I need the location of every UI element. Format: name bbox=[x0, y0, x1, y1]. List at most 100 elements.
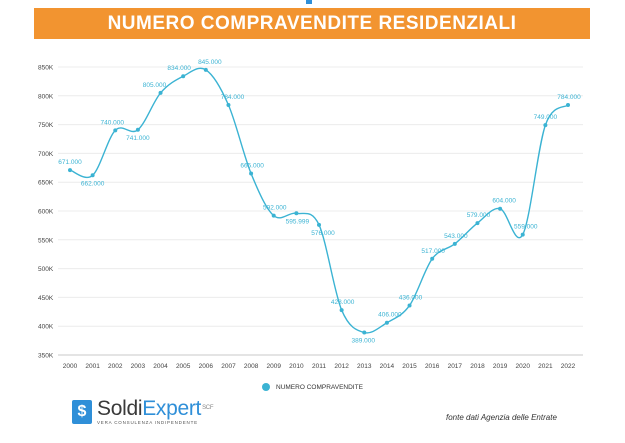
logo-name-part1: Soldi bbox=[97, 397, 143, 420]
x-tick-label: 2008 bbox=[244, 363, 259, 370]
data-point bbox=[339, 308, 344, 313]
logo-name-part2: Expert bbox=[142, 397, 202, 420]
data-label: 436.000 bbox=[399, 294, 423, 301]
x-tick-label: 2011 bbox=[312, 363, 326, 370]
data-label: 845.000 bbox=[198, 59, 222, 66]
data-point bbox=[90, 173, 95, 178]
data-point bbox=[271, 213, 276, 218]
series-line-group bbox=[69, 67, 569, 334]
data-label: 662.000 bbox=[81, 180, 105, 187]
y-tick-label: 650K bbox=[38, 180, 54, 187]
data-label: 576.000 bbox=[311, 230, 335, 237]
data-label: 543.000 bbox=[444, 233, 468, 240]
top-accent-mark bbox=[306, 0, 312, 4]
data-point bbox=[520, 232, 525, 237]
x-tick-label: 2012 bbox=[334, 363, 349, 370]
x-tick-label: 2000 bbox=[63, 363, 78, 370]
x-tick-label: 2007 bbox=[221, 363, 236, 370]
data-label: 749.000 bbox=[534, 114, 558, 121]
x-tick-label: 2009 bbox=[266, 363, 281, 370]
dollar-icon: $ bbox=[72, 399, 92, 424]
data-point bbox=[294, 211, 299, 216]
data-point bbox=[226, 103, 231, 108]
y-tick-label: 600K bbox=[38, 209, 54, 216]
legend-marker bbox=[262, 383, 270, 391]
data-label: 604.000 bbox=[492, 198, 516, 205]
data-label: 741.000 bbox=[126, 135, 150, 142]
data-point bbox=[249, 171, 254, 176]
data-label: 389.000 bbox=[352, 338, 376, 345]
x-tick-label: 2001 bbox=[85, 363, 100, 370]
chart-legend: NUMERO COMPRAVENDITE bbox=[262, 383, 363, 391]
y-axis-ticks: 350K 400K 450K 500K 550K 600K 650K 700K 750K 800K… bbox=[38, 65, 54, 360]
data-point bbox=[158, 90, 163, 95]
data-point bbox=[543, 123, 548, 128]
y-tick-label: 850K bbox=[38, 65, 54, 72]
data-label: 559.000 bbox=[514, 224, 538, 231]
data-label: 517.000 bbox=[421, 248, 445, 255]
x-tick-label: 2005 bbox=[176, 363, 191, 370]
x-tick-label: 2016 bbox=[425, 363, 440, 370]
x-tick-label: 2013 bbox=[357, 363, 372, 370]
y-tick-label: 400K bbox=[38, 324, 54, 331]
data-point bbox=[113, 128, 118, 133]
data-point bbox=[362, 330, 367, 335]
data-label: 671.000 bbox=[58, 159, 82, 166]
data-point bbox=[68, 168, 72, 173]
y-tick-label: 500K bbox=[38, 266, 54, 273]
data-label: 805.000 bbox=[143, 82, 167, 89]
series-line bbox=[69, 67, 569, 334]
data-label: 406.000 bbox=[378, 312, 402, 319]
data-points bbox=[68, 67, 570, 335]
data-label: 834.000 bbox=[167, 65, 191, 72]
y-tick-label: 750K bbox=[38, 122, 54, 129]
data-label: 784.000 bbox=[221, 94, 245, 101]
x-tick-label: 2004 bbox=[153, 363, 168, 370]
data-point bbox=[203, 67, 208, 72]
x-tick-label: 2017 bbox=[448, 363, 463, 370]
company-logo: $ SoldiExpertSCF VERA CONSULENZA INDIPEN… bbox=[72, 397, 214, 425]
data-label: 665.000 bbox=[240, 163, 264, 170]
y-tick-label: 700K bbox=[38, 151, 54, 158]
logo-superscript: SCF bbox=[202, 405, 214, 411]
data-point bbox=[317, 222, 321, 227]
x-tick-label: 2006 bbox=[199, 363, 214, 370]
data-labels: 671.000 662.000 740.000 741.000 805.000 834.0… bbox=[58, 59, 581, 345]
data-source-note: fonte dati Agenzia delle Entrate bbox=[446, 413, 557, 422]
data-label: 428.000 bbox=[331, 299, 355, 306]
y-tick-label: 800K bbox=[38, 93, 54, 100]
chart-title: NUMERO COMPRAVENDITE RESIDENZIALI bbox=[107, 12, 517, 34]
x-tick-label: 2021 bbox=[538, 363, 553, 370]
legend-label: NUMERO COMPRAVENDITE bbox=[276, 383, 363, 391]
data-label: 592.000 bbox=[263, 205, 287, 212]
x-tick-label: 2020 bbox=[515, 363, 530, 370]
data-point bbox=[566, 103, 570, 108]
x-tick-label: 2019 bbox=[493, 363, 508, 370]
data-point bbox=[498, 206, 503, 211]
x-tick-label: 2010 bbox=[289, 363, 304, 370]
data-point bbox=[452, 241, 457, 246]
x-tick-label: 2022 bbox=[561, 363, 576, 370]
data-label: 579.000 bbox=[467, 212, 491, 219]
chart-title-banner: NUMERO COMPRAVENDITE RESIDENZIALI bbox=[34, 8, 590, 39]
data-label: 595.999 bbox=[286, 218, 310, 225]
data-point bbox=[384, 320, 389, 325]
logo-tagline: VERA CONSULENZA INDIPENDENTE bbox=[97, 420, 198, 425]
x-tick-label: 2003 bbox=[131, 363, 146, 370]
x-axis-ticks: 2000 2001 2002 2003 2004 2005 2006 2007 2008 2009… bbox=[63, 363, 576, 370]
x-tick-label: 2014 bbox=[380, 363, 395, 370]
x-tick-label: 2015 bbox=[402, 363, 417, 370]
data-point bbox=[407, 303, 412, 308]
y-tick-label: 450K bbox=[38, 295, 54, 302]
data-point bbox=[475, 221, 480, 226]
data-label: 740.000 bbox=[101, 119, 125, 126]
grid-lines bbox=[58, 66, 583, 356]
y-tick-label: 350K bbox=[38, 353, 54, 360]
data-point bbox=[135, 127, 140, 132]
data-point bbox=[430, 256, 435, 261]
x-tick-label: 2018 bbox=[470, 363, 485, 370]
data-label: 784.000 bbox=[557, 94, 581, 101]
data-point bbox=[181, 74, 186, 79]
x-tick-label: 2002 bbox=[108, 363, 123, 370]
